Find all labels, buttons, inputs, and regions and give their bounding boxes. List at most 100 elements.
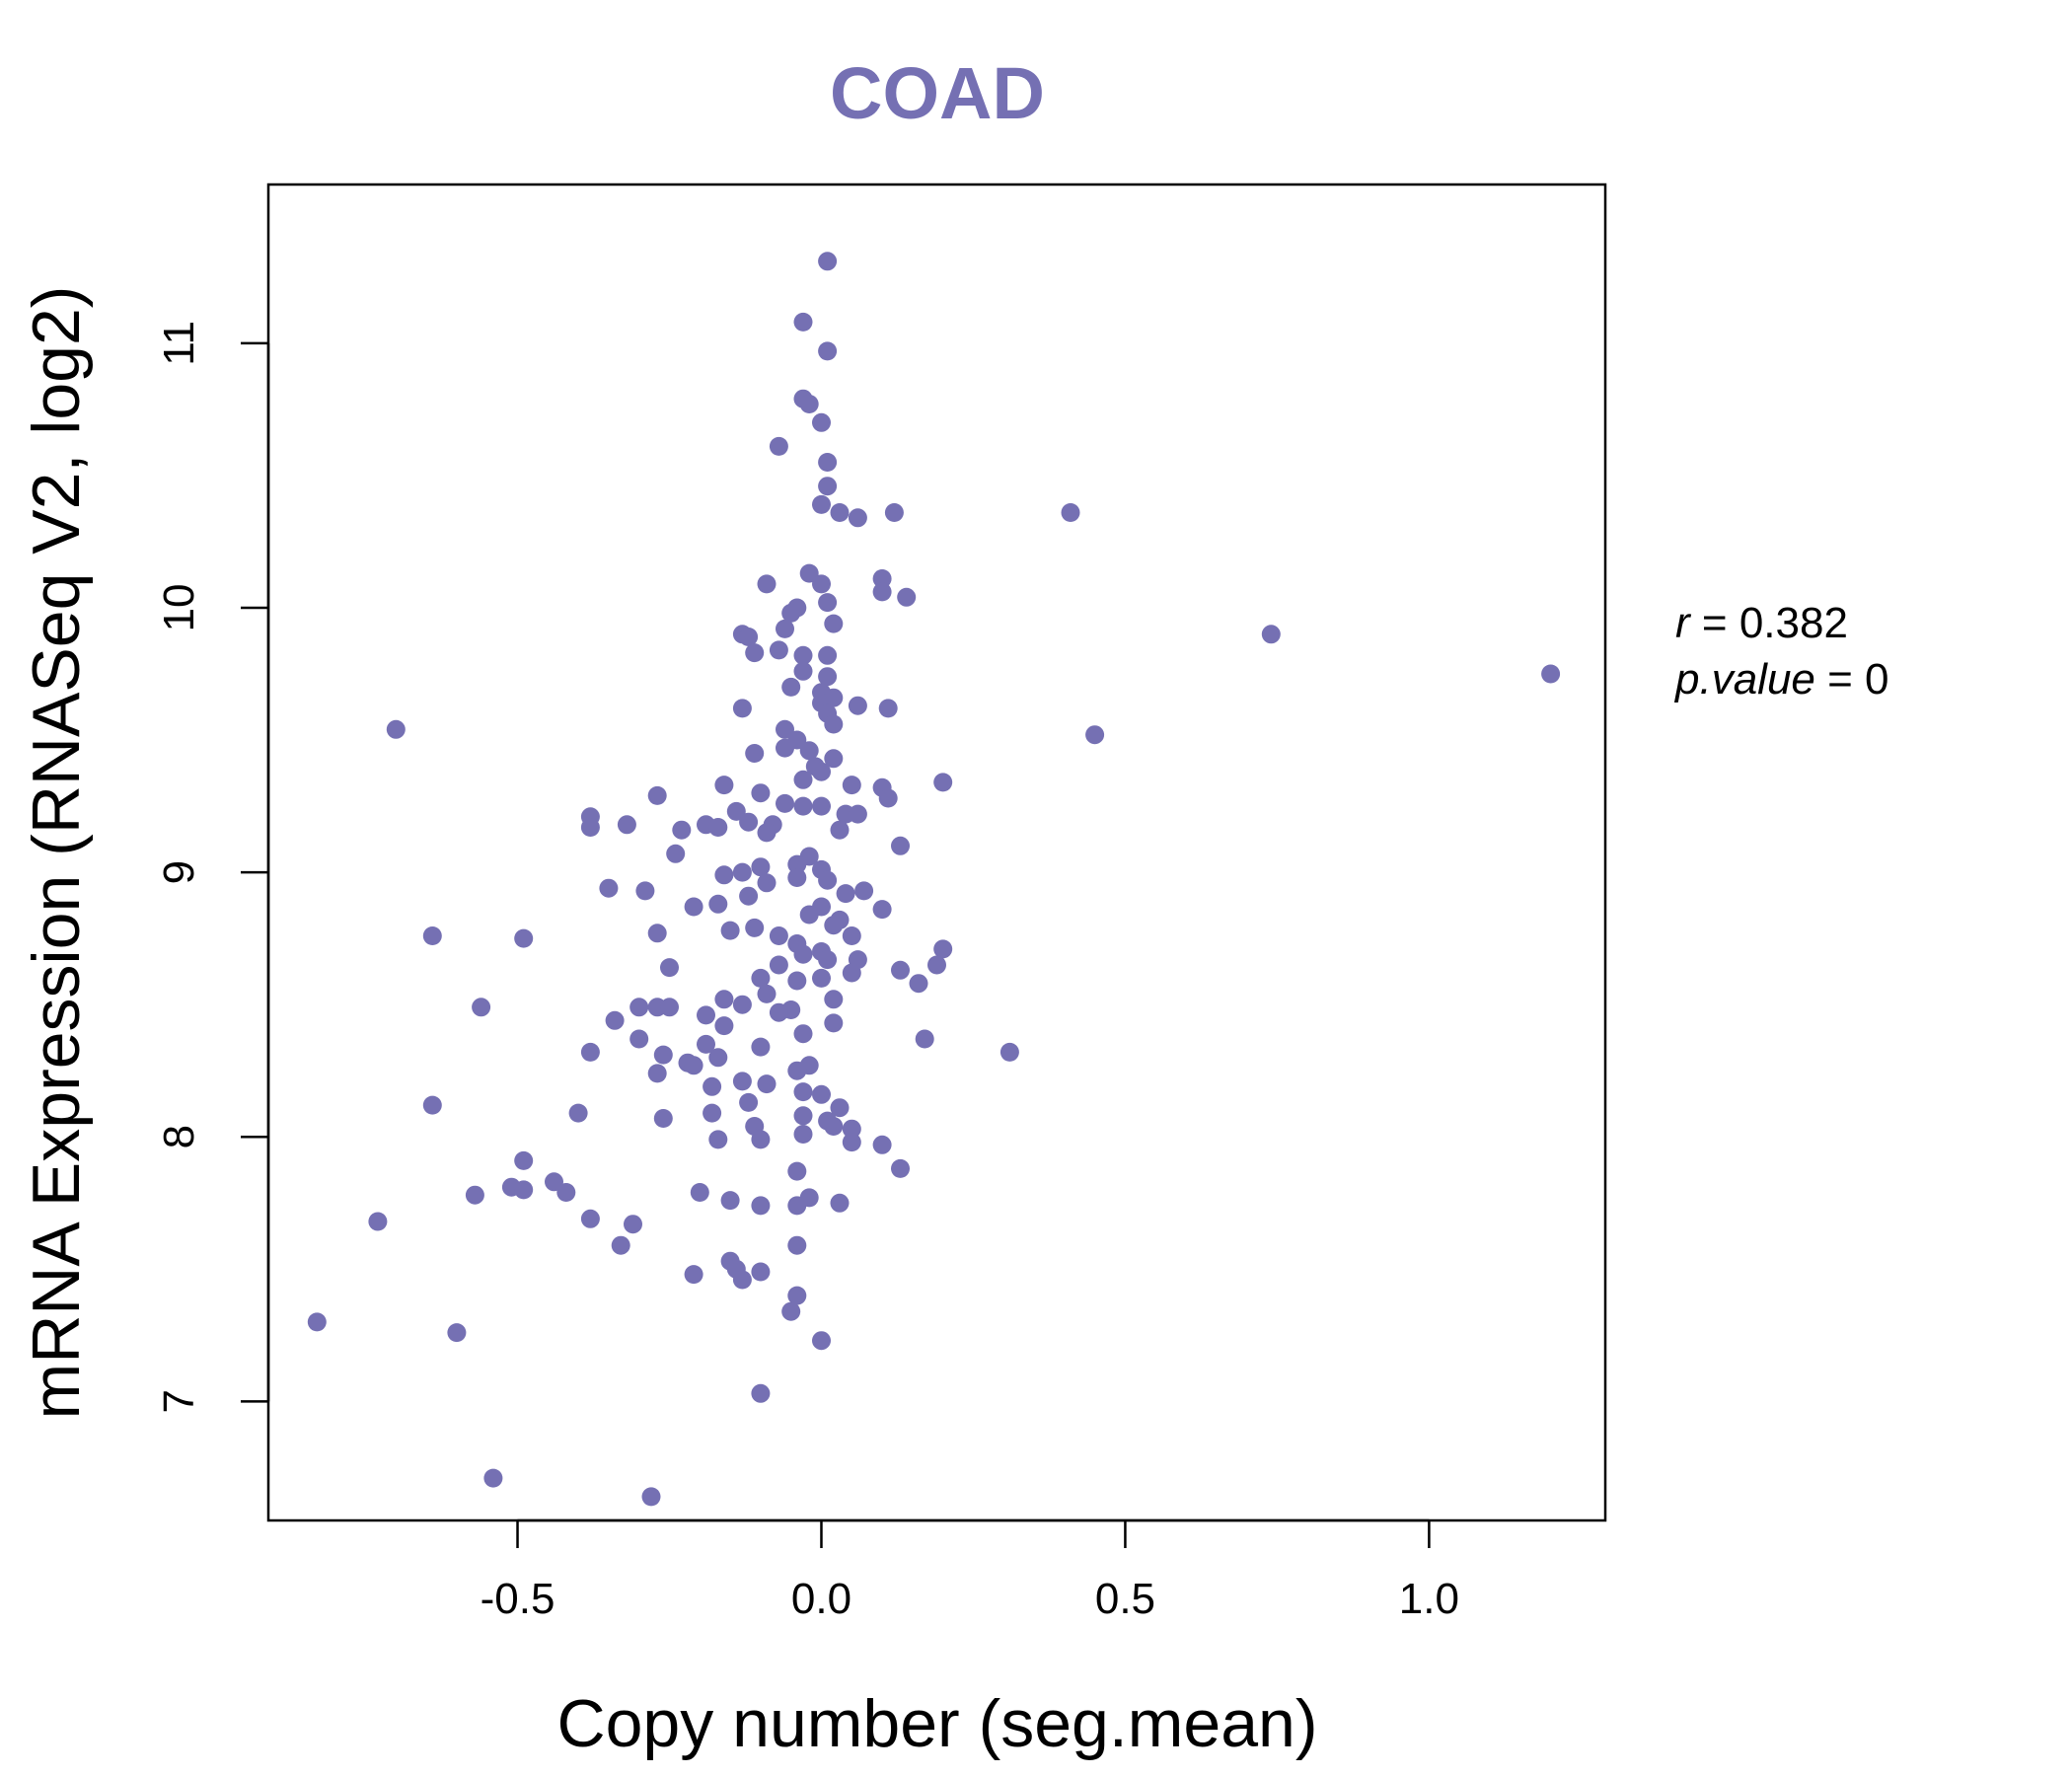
data-point bbox=[818, 453, 838, 472]
data-point bbox=[848, 804, 867, 824]
r-stat-value: 0.382 bbox=[1739, 599, 1848, 647]
data-point bbox=[824, 749, 844, 769]
data-point bbox=[580, 1042, 600, 1062]
data-point bbox=[848, 508, 867, 528]
data-point bbox=[1085, 725, 1105, 745]
data-point bbox=[653, 1045, 673, 1065]
data-point bbox=[812, 762, 831, 781]
data-point bbox=[818, 870, 838, 890]
data-point bbox=[769, 926, 788, 945]
data-point bbox=[1261, 625, 1281, 644]
data-point bbox=[714, 1016, 734, 1036]
data-point bbox=[714, 776, 734, 795]
data-point bbox=[307, 1312, 327, 1332]
data-point bbox=[580, 1209, 600, 1228]
data-point bbox=[824, 916, 844, 935]
data-point bbox=[799, 395, 819, 413]
data-point bbox=[818, 341, 838, 361]
data-point bbox=[751, 1130, 771, 1149]
data-point bbox=[799, 905, 819, 925]
data-point bbox=[812, 796, 831, 816]
data-point bbox=[697, 1005, 715, 1025]
data-point bbox=[672, 820, 692, 840]
data-point bbox=[824, 614, 844, 633]
data-point bbox=[824, 1013, 844, 1033]
data-point bbox=[776, 719, 794, 739]
data-point bbox=[751, 1037, 771, 1057]
data-point bbox=[697, 1034, 715, 1054]
data-point bbox=[787, 868, 807, 887]
data-point bbox=[793, 770, 813, 789]
data-point bbox=[842, 926, 861, 945]
data-point bbox=[751, 783, 771, 803]
data-point bbox=[641, 1487, 661, 1507]
data-point bbox=[812, 494, 831, 514]
data-point bbox=[787, 1161, 807, 1181]
data-point bbox=[781, 603, 801, 623]
r-stat: r = 0.382 bbox=[1675, 599, 1848, 647]
data-point bbox=[933, 773, 953, 792]
data-point bbox=[422, 1095, 442, 1115]
data-point bbox=[830, 1098, 850, 1118]
data-point bbox=[647, 1064, 667, 1083]
data-point bbox=[799, 563, 819, 583]
data-point bbox=[891, 836, 910, 855]
data-point bbox=[872, 1135, 892, 1154]
y-tick-label: 11 bbox=[155, 321, 203, 366]
data-point bbox=[556, 1183, 576, 1202]
data-point bbox=[660, 958, 679, 978]
data-point bbox=[720, 921, 740, 940]
data-point bbox=[927, 955, 946, 975]
data-point bbox=[666, 844, 686, 863]
data-point bbox=[751, 968, 771, 988]
data-point bbox=[653, 1109, 673, 1128]
p-value-stat-value: 0 bbox=[1865, 655, 1888, 703]
data-point bbox=[787, 1196, 807, 1216]
data-point bbox=[812, 1331, 831, 1351]
data-point bbox=[872, 569, 892, 588]
data-point bbox=[824, 990, 844, 1009]
data-point bbox=[812, 968, 831, 988]
y-tick-label: 10 bbox=[155, 584, 203, 632]
p-value-stat-equals: = bbox=[1815, 655, 1865, 703]
data-point bbox=[580, 818, 600, 837]
data-point bbox=[708, 1048, 728, 1068]
x-tick-label: 0.5 bbox=[1095, 1575, 1155, 1623]
data-point bbox=[751, 857, 771, 877]
data-point bbox=[568, 1103, 588, 1123]
data-point bbox=[787, 1235, 807, 1255]
data-point bbox=[818, 252, 838, 271]
data-point bbox=[757, 984, 777, 1003]
data-point bbox=[769, 436, 788, 456]
p-value-stat: p.value = 0 bbox=[1673, 655, 1889, 703]
data-point bbox=[787, 971, 807, 991]
data-point bbox=[739, 1092, 759, 1112]
data-point bbox=[605, 1010, 625, 1030]
data-point bbox=[703, 1076, 722, 1096]
data-point bbox=[635, 881, 655, 901]
data-point bbox=[793, 1024, 813, 1044]
data-point bbox=[799, 741, 819, 761]
data-point bbox=[909, 974, 928, 994]
data-point bbox=[776, 619, 794, 638]
data-point bbox=[739, 812, 759, 832]
data-point bbox=[836, 884, 855, 904]
data-point bbox=[726, 801, 746, 821]
r-stat-label: r bbox=[1675, 599, 1692, 647]
data-point bbox=[830, 503, 850, 522]
x-axis: -0.5 0.0 0.5 1.0 bbox=[481, 1518, 1459, 1623]
data-point bbox=[999, 1042, 1019, 1062]
data-point bbox=[793, 796, 813, 816]
data-point bbox=[745, 918, 765, 937]
chart-title: COAD bbox=[830, 52, 1045, 134]
data-point bbox=[933, 939, 953, 959]
data-point bbox=[647, 924, 667, 943]
data-point bbox=[793, 1106, 813, 1126]
data-point bbox=[611, 1235, 630, 1255]
data-point bbox=[624, 1215, 642, 1234]
y-tick-label: 9 bbox=[155, 860, 203, 884]
data-point bbox=[720, 1191, 740, 1211]
data-point bbox=[897, 587, 917, 607]
data-point bbox=[781, 1301, 801, 1321]
data-point bbox=[793, 661, 813, 681]
